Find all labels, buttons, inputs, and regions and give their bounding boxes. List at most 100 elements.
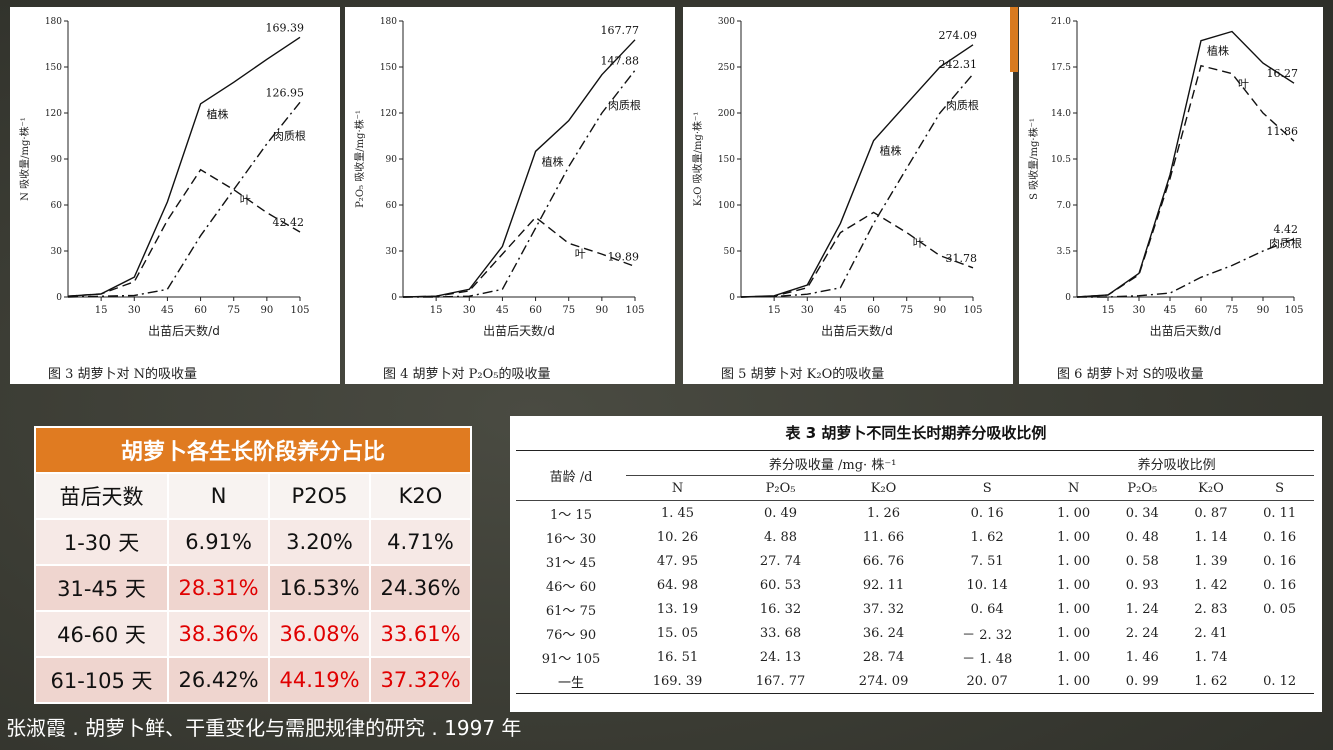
chart-n-uptake: 0 30 60 90 120 150 180 15 30 45 60 75 90 105 出苗后天数/d N …: [10, 7, 340, 384]
table-row: 16～ 30 10. 26 4. 88 11. 66 1. 62 1. 00 0. 48 1.…: [516, 525, 1314, 549]
table-cell: 47. 95: [656, 553, 699, 569]
x-tick-label: 15: [768, 305, 781, 316]
table-cell: 0. 11: [1263, 505, 1297, 521]
table-cell: 1. 62: [970, 529, 1004, 545]
series-name-label: 肉质根: [1269, 236, 1302, 250]
table-cell: 20. 07: [935, 669, 1040, 694]
y-tick-label: 10.5: [1051, 155, 1071, 165]
end-value-label: 126.95: [266, 86, 305, 99]
table-cell: 1. 46: [1125, 649, 1159, 665]
table-row: 46-60 天 38.36% 36.08% 33.61%: [33, 610, 472, 658]
y-tick-label: 150: [380, 63, 397, 73]
series-name-label: 肉质根: [946, 98, 979, 112]
table-cell: 1. 74: [1194, 649, 1228, 665]
end-value-label: 274.09: [939, 29, 978, 42]
series-line-植株: [402, 39, 636, 298]
y-tick-label: 50: [724, 247, 736, 257]
table-cell: 0. 58: [1125, 553, 1159, 569]
y-tick-label: 120: [380, 109, 397, 119]
x-tick-label: 105: [625, 305, 644, 316]
accent-bar: [1010, 7, 1018, 72]
chart-k2o-uptake: 0 50 100 150 200 250 300 15 30 45 60 75 90 105 出苗后天数/d…: [683, 7, 1013, 384]
table-cell: 2. 41: [1194, 625, 1228, 641]
table-cell: 0. 87: [1194, 505, 1228, 521]
end-value-label: 147.88: [601, 54, 640, 67]
x-tick-label: 75: [1226, 305, 1239, 316]
table-cell: 2. 83: [1194, 601, 1228, 617]
x-tick-label: 45: [1164, 305, 1177, 316]
y-axis-label: S 吸收量/mg·株⁻¹: [1027, 118, 1040, 200]
table-header-row: 苗后天数 N P2O5 K2O: [33, 472, 472, 520]
table-cell: 64. 98: [656, 577, 699, 593]
series-name-label: 植株: [542, 154, 564, 168]
series-line-叶: [402, 216, 636, 298]
x-tick-label: 30: [128, 305, 141, 316]
x-axis-label: 出苗后天数/d: [148, 323, 220, 338]
table-cell: 36.08%: [268, 610, 371, 658]
x-tick-label: 105: [1284, 305, 1303, 316]
table-cell: 37.32%: [369, 656, 472, 704]
table-cell: 4. 88: [763, 529, 798, 545]
y-tick-label: 180: [45, 17, 62, 27]
table-cell: 一生: [516, 669, 626, 694]
table-row: 一生 169. 39 167. 77 274. 09 20. 07 1. 00 0. 99 1…: [516, 669, 1314, 694]
table-row: 31-45 天 28.31% 16.53% 24.36%: [33, 564, 472, 612]
table-cell: 24. 13: [759, 649, 802, 665]
series-name-label: 植株: [1207, 44, 1229, 58]
table-cell: 16～ 30: [545, 531, 597, 547]
x-tick-label: 75: [900, 305, 913, 316]
nutrient-share-table: 胡萝卜各生长阶段养分占比 苗后天数 N P2O5 K2O 1-30 天 6.91…: [33, 426, 472, 704]
x-tick-label: 15: [95, 305, 108, 316]
end-value-label: 4.42: [1274, 223, 1299, 236]
chart-n-svg: 0 30 60 90 120 150 180 15 30 45 60 75 90 105 出苗后天数/d N …: [18, 17, 310, 338]
y-tick-label: 120: [45, 109, 62, 119]
table-cell: 28. 74: [862, 649, 905, 665]
x-tick-label: 90: [595, 305, 608, 316]
table-cell: 0. 12: [1245, 669, 1314, 694]
table-row: 46～ 60 64. 98 60. 53 92. 11 10. 14 1. 00 0. 93…: [516, 573, 1314, 597]
group-header: 养分吸收比例: [1039, 450, 1314, 476]
table-cell: 0. 34: [1125, 505, 1159, 521]
chart-p2o5-uptake: 0 30 60 90 120 150 180 15 30 45 60 75 90 105 出苗后天数/d P₂…: [345, 7, 675, 384]
y-tick-label: 30: [386, 247, 398, 257]
table-cell: 61～ 75: [545, 603, 597, 619]
table-cell: 16.53%: [268, 564, 371, 612]
x-tick-label: 105: [290, 305, 309, 316]
table-row: 31～ 45 47. 95 27. 74 66. 76 7. 51 1. 00 0. 58 1…: [516, 549, 1314, 573]
series-line-植株: [67, 36, 301, 297]
table-cell: 169. 39: [626, 669, 730, 694]
table-cell: 1-30 天: [33, 518, 170, 566]
series-name-label: 植株: [880, 144, 902, 158]
table-cell: 7. 51: [970, 553, 1004, 569]
x-tick-label: 75: [227, 305, 240, 316]
table-cell: 61-105 天: [33, 656, 170, 704]
table-cell: 37. 32: [862, 601, 905, 617]
table-row: 1-30 天 6.91% 3.20% 4.71%: [33, 518, 472, 566]
x-tick-label: 45: [161, 305, 174, 316]
chart-s-uptake: 0 3.5 7.0 10.5 14.0 17.5 21.0 15 30 45 60 75 90 105 出苗…: [1019, 7, 1323, 384]
subheader: S: [1245, 475, 1314, 501]
x-axis-label: 出苗后天数/d: [1150, 323, 1222, 338]
y-tick-label: 0: [1065, 293, 1071, 303]
series-line-叶: [1076, 64, 1295, 298]
source-citation: 张淑霞 . 胡萝卜鲜、干重变化与需肥规律的研究 . 1997 年: [6, 716, 522, 740]
table-cell: 33. 68: [759, 625, 802, 641]
y-tick-label: 60: [386, 201, 398, 211]
x-tick-label: 105: [963, 305, 982, 316]
y-tick-label: 7.0: [1057, 201, 1072, 211]
table-cell: 1. 00: [1057, 529, 1091, 545]
y-tick-label: 30: [51, 247, 63, 257]
y-tick-label: 0: [391, 293, 397, 303]
table-row: 91～ 105 16. 51 24. 13 28. 74 － 1. 48 1. 00 1. …: [516, 645, 1314, 669]
end-value-label: 19.89: [608, 251, 640, 264]
y-tick-label: 21.0: [1051, 17, 1071, 27]
series-line-叶: [740, 211, 974, 298]
table-cell: 92. 11: [862, 577, 905, 593]
subheader: S: [935, 475, 1040, 501]
series-line-肉质根: [403, 69, 636, 298]
y-tick-label: 250: [718, 63, 735, 73]
table-cell: 0. 16: [970, 505, 1004, 521]
series-line-肉质根: [740, 73, 974, 298]
x-tick-label: 90: [933, 305, 946, 316]
y-axis-label: K₂O 吸收量/mg·株⁻¹: [691, 112, 704, 207]
